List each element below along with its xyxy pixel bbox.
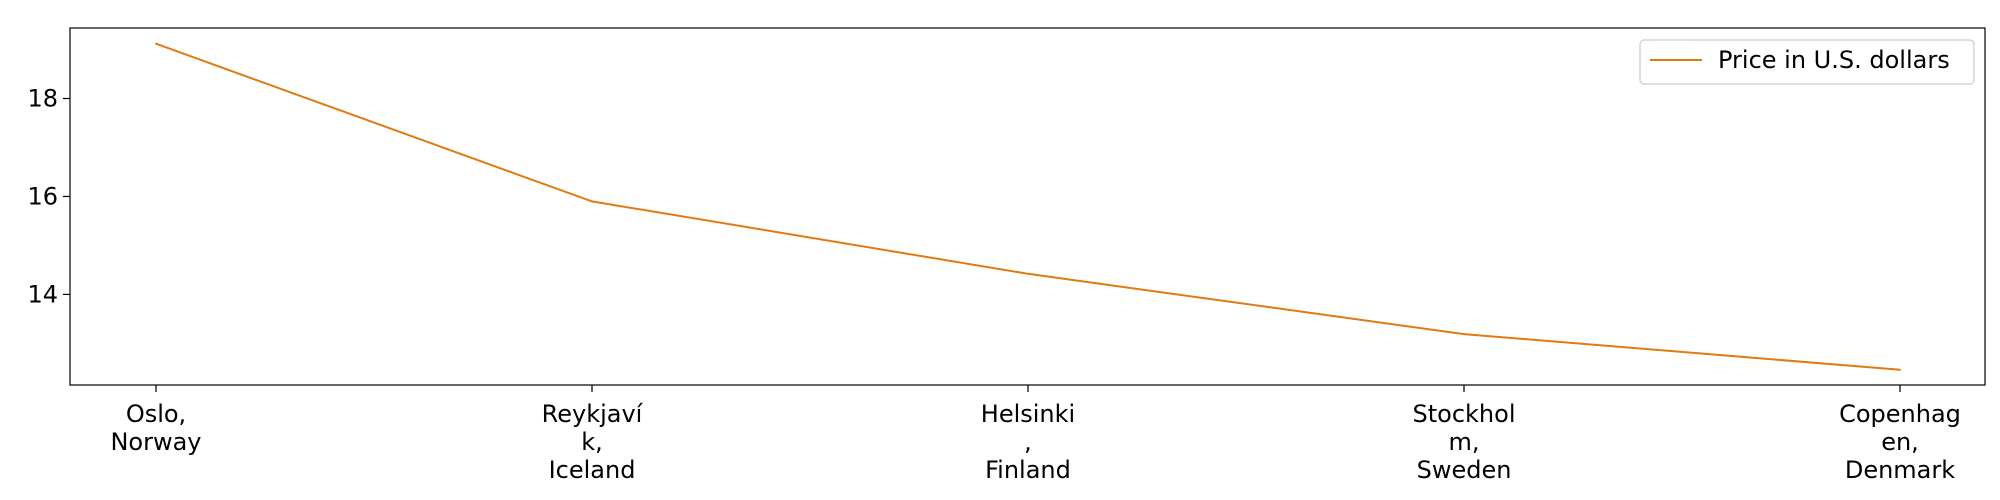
data-point — [155, 42, 157, 45]
series-layer — [155, 42, 1901, 371]
y-tick-label: 16 — [27, 182, 58, 210]
data-point — [1899, 368, 1901, 371]
y-axis: 14 16 18 — [27, 85, 70, 308]
x-tick-label: Stockhol m, Sweden — [1413, 400, 1516, 484]
y-tick-label: 14 — [27, 280, 58, 308]
x-axis: Oslo, Norway Reykjaví k, Iceland Helsinki, Fin… — [110, 385, 1961, 484]
data-point — [591, 200, 593, 203]
data-point — [1027, 272, 1029, 275]
x-tick-label: Helsinki, Finland — [981, 400, 1075, 484]
x-tick-label: Copenhag en, Denmark — [1839, 400, 1961, 484]
legend: Price in U.S. dollars — [1639, 39, 1975, 85]
series-line — [155, 42, 1901, 371]
y-tick-label: 18 — [27, 85, 58, 113]
legend-box — [1639, 39, 1975, 85]
legend-label: Price in U.S. dollars — [1718, 46, 1950, 74]
data-point — [1463, 333, 1465, 336]
x-tick-label: Reykjaví k, Iceland — [542, 400, 644, 484]
x-tick-label: Oslo, Norway — [110, 400, 201, 456]
